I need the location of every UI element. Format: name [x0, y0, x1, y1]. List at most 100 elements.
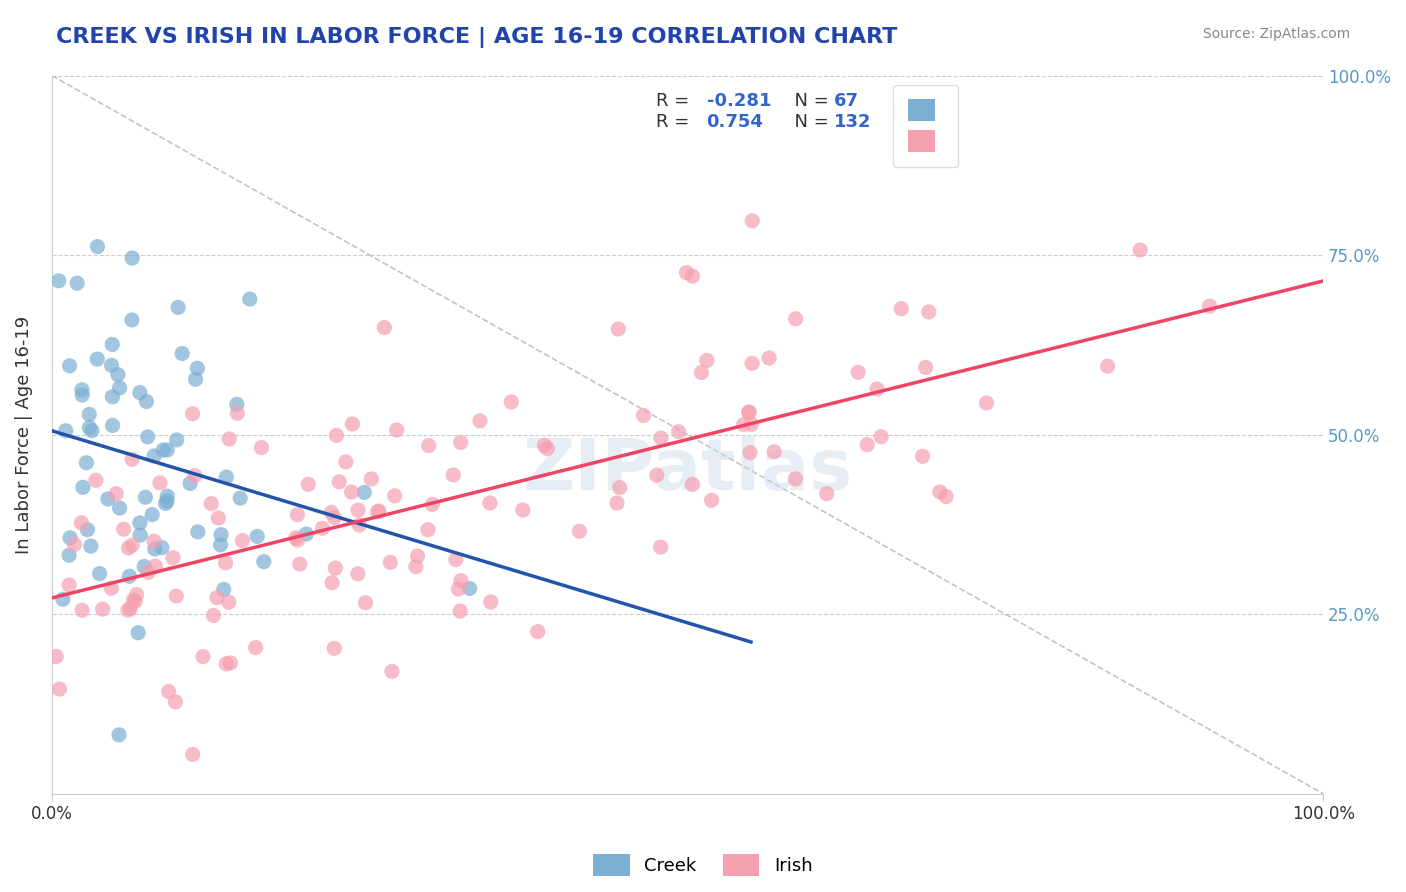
- Point: [70, 388, 93, 402]
- Point: [143, 449, 166, 463]
- Point: [738, 405, 761, 419]
- Point: [381, 665, 404, 679]
- Point: [91, 602, 114, 616]
- Text: Source: ZipAtlas.com: Source: ZipAtlas.com: [1202, 27, 1350, 41]
- Point: [526, 624, 548, 639]
- Text: 0.754: 0.754: [707, 113, 763, 131]
- Point: [181, 747, 204, 762]
- Point: [323, 641, 346, 656]
- Point: [105, 486, 128, 500]
- Point: [287, 508, 309, 522]
- Point: [152, 443, 174, 458]
- Point: [218, 595, 240, 609]
- Point: [80, 424, 103, 438]
- Point: [1097, 359, 1119, 373]
- Point: [668, 425, 690, 439]
- Point: [84, 473, 107, 487]
- Point: [157, 684, 180, 698]
- Point: [149, 475, 172, 490]
- Point: [129, 528, 152, 542]
- Point: [179, 476, 201, 491]
- Point: [156, 442, 179, 457]
- Point: [66, 276, 89, 290]
- Point: [77, 408, 100, 422]
- Text: 67: 67: [834, 92, 859, 110]
- Point: [373, 320, 395, 334]
- Point: [347, 503, 370, 517]
- Point: [125, 588, 148, 602]
- Point: [86, 239, 108, 253]
- Point: [650, 540, 672, 554]
- Point: [606, 496, 628, 510]
- Point: [297, 477, 319, 491]
- Point: [76, 523, 98, 537]
- Point: [478, 496, 501, 510]
- Point: [349, 518, 371, 533]
- Point: [976, 396, 998, 410]
- Text: R =: R =: [655, 113, 695, 131]
- Point: [846, 365, 869, 379]
- Point: [212, 582, 235, 597]
- Point: [89, 566, 111, 581]
- Point: [215, 657, 238, 671]
- Point: [172, 346, 194, 360]
- Point: [108, 381, 131, 395]
- Point: [205, 591, 228, 605]
- Point: [785, 472, 807, 486]
- Point: [108, 728, 131, 742]
- Text: N =: N =: [783, 92, 834, 110]
- Point: [117, 603, 139, 617]
- Point: [609, 481, 631, 495]
- Point: [58, 578, 80, 592]
- Point: [700, 493, 723, 508]
- Point: [733, 417, 755, 432]
- Point: [890, 301, 912, 316]
- Point: [156, 489, 179, 503]
- Point: [328, 475, 350, 489]
- Point: [468, 414, 491, 428]
- Point: [325, 428, 347, 442]
- Point: [450, 435, 472, 450]
- Point: [70, 603, 93, 617]
- Point: [607, 322, 630, 336]
- Point: [405, 559, 427, 574]
- Point: [287, 533, 309, 547]
- Point: [645, 468, 668, 483]
- Point: [935, 490, 957, 504]
- Point: [70, 383, 93, 397]
- Point: [928, 484, 950, 499]
- Point: [70, 516, 93, 530]
- Point: [758, 351, 780, 365]
- Point: [253, 555, 276, 569]
- Point: [63, 537, 86, 551]
- Point: [107, 368, 129, 382]
- Point: [353, 485, 375, 500]
- Point: [100, 581, 122, 595]
- Point: [385, 423, 408, 437]
- Point: [856, 438, 879, 452]
- Point: [187, 524, 209, 539]
- Point: [870, 430, 893, 444]
- Point: [214, 556, 236, 570]
- Point: [449, 604, 471, 618]
- Point: [200, 497, 222, 511]
- Point: [512, 503, 534, 517]
- Point: [342, 417, 364, 431]
- Point: [914, 360, 936, 375]
- Point: [441, 467, 464, 482]
- Point: [219, 656, 242, 670]
- Point: [815, 486, 838, 500]
- Point: [284, 531, 307, 545]
- Point: [763, 445, 786, 459]
- Point: [447, 582, 470, 596]
- Point: [184, 372, 207, 386]
- Text: ZIPatlas: ZIPatlas: [523, 436, 852, 505]
- Point: [143, 541, 166, 556]
- Point: [681, 477, 703, 491]
- Point: [918, 305, 941, 319]
- Point: [1129, 243, 1152, 257]
- Point: [633, 409, 655, 423]
- Point: [59, 531, 82, 545]
- Point: [72, 480, 94, 494]
- Legend: , : ,: [893, 85, 957, 167]
